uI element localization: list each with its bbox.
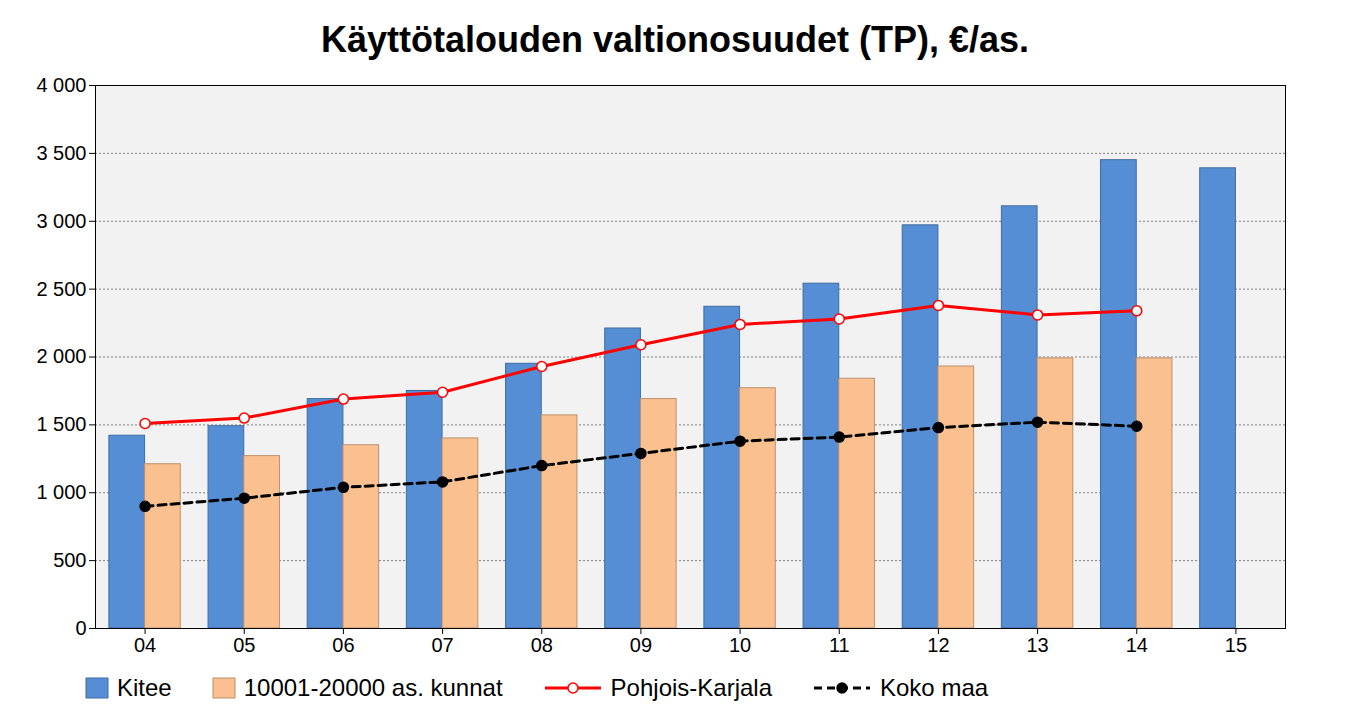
svg-text:13: 13 [1026,634,1048,656]
svg-text:12: 12 [927,634,949,656]
svg-text:1 000: 1 000 [36,481,86,503]
svg-text:06: 06 [332,634,354,656]
svg-text:3 500: 3 500 [36,142,86,164]
html-text:10001-20000 as. kunnat: 10001-20000 as. kunnat [243,674,503,701]
svg-text:08: 08 [531,634,553,656]
svg-text:3 000: 3 000 [36,210,86,232]
svg-text:05: 05 [233,634,255,656]
html-text:Koko maa: Koko maa [880,674,989,701]
html-text:Kitee: Kitee [117,674,172,701]
svg-text:500: 500 [53,549,86,571]
svg-text:4 000: 4 000 [36,74,86,96]
svg-text:10: 10 [729,634,751,656]
svg-text:0: 0 [75,617,86,639]
svg-text:2 000: 2 000 [36,345,86,367]
svg-text:09: 09 [630,634,652,656]
svg-text:04: 04 [134,634,156,656]
svg-text:1 500: 1 500 [36,413,86,435]
svg-text:15: 15 [1225,634,1247,656]
svg-text:2 500: 2 500 [36,278,86,300]
svg-text:07: 07 [431,634,453,656]
html-text:Käyttötalouden valtionosuudet: Käyttötalouden valtionosuudet (TP), €/as… [321,19,1029,60]
svg-text:14: 14 [1126,634,1148,656]
html-text:Pohjois-Karjala: Pohjois-Karjala [610,674,772,701]
svg-text:11: 11 [829,634,850,656]
